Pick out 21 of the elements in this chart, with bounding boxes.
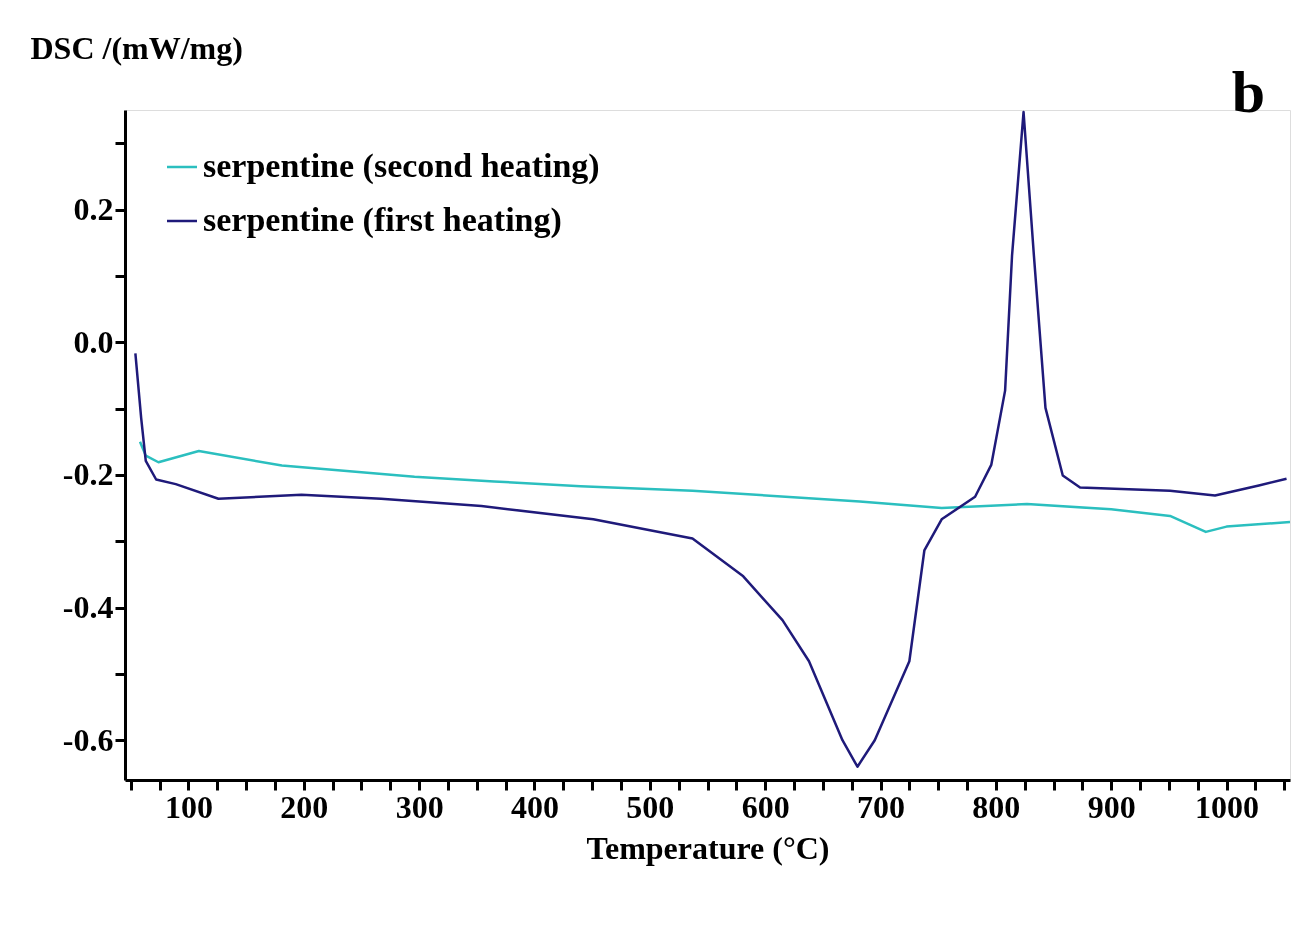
x-tick-label: 900: [1087, 788, 1136, 825]
y-tick-label: -0.4: [62, 589, 114, 626]
x-tick-label: 200: [280, 788, 329, 825]
y-tick-label: -0.2: [62, 456, 114, 493]
x-tick-label: 400: [510, 788, 559, 825]
x-tick-label: 100: [164, 788, 213, 825]
x-tick-label: 800: [972, 788, 1021, 825]
x-tick-label: 1000: [1195, 788, 1260, 825]
line-series: [138, 440, 1292, 534]
x-axis-title: Temperature (°C): [586, 829, 830, 866]
y-tick-label: 0.0: [73, 323, 114, 360]
x-tick-label: 300: [395, 788, 444, 825]
x-tick-label: 500: [626, 788, 675, 825]
y-tick-label: 0.2: [73, 191, 114, 227]
legend-label: serpentine (second heating): [203, 147, 600, 185]
y-axis-title: DSC /(mW/mg): [30, 29, 243, 66]
annotation: b: [1231, 59, 1265, 125]
y-tick-label: -0.6: [62, 721, 114, 758]
x-tick-label: 600: [741, 788, 790, 825]
legend-label: serpentine (first heating): [203, 201, 562, 239]
x-tick-label: 700: [857, 788, 906, 825]
